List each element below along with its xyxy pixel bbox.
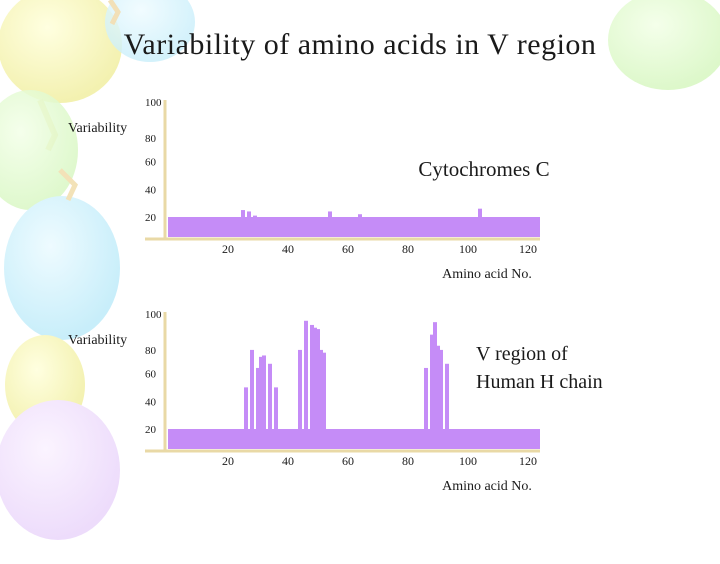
y-tick-label-40: 40 (145, 184, 157, 196)
bar-64 (358, 214, 362, 218)
x-axis-title: Amino acid No. (442, 479, 532, 494)
bar-104 (478, 208, 482, 218)
baseline-band (168, 429, 540, 449)
bar-48 (310, 324, 314, 430)
x-tick-label-40: 40 (282, 242, 294, 256)
chart-v-region-h-chain: 20 40 60 80 100 Variability 20 40 60 80 100 120 Amin… (68, 309, 603, 494)
bar-86 (424, 367, 428, 430)
y-tick-label-20: 20 (145, 424, 157, 436)
bar-26 (244, 387, 248, 430)
bar-31 (259, 356, 263, 430)
x-tick-label-60: 60 (342, 454, 354, 468)
chart-cytochromes-c: 20 40 60 80 100 Variability 20 40 60 80 100 120 Amin… (68, 97, 550, 282)
y-tick-label-80: 80 (145, 345, 157, 357)
bar-52 (322, 352, 326, 430)
y-tick-label-60: 60 (145, 369, 157, 381)
x-tick-label-120: 120 (519, 242, 537, 256)
x-tick-label-100: 100 (459, 454, 477, 468)
bar-29 (253, 215, 257, 218)
bar-90 (436, 345, 440, 430)
balloon-purple-bottom (0, 400, 120, 540)
bar-32 (262, 355, 266, 430)
balloon-background (0, 0, 720, 540)
baseline-band (168, 217, 540, 237)
x-tick-label-20: 20 (222, 454, 234, 468)
bar-93 (445, 363, 449, 430)
y-tick-label-100: 100 (145, 309, 162, 321)
bar-89 (433, 322, 437, 430)
y-tick-label-20: 20 (145, 212, 157, 224)
chart-title-line-2: Human H chain (476, 371, 603, 393)
bar-27 (247, 211, 251, 218)
bar-36 (274, 387, 278, 430)
bar-44 (298, 349, 302, 430)
y-axis-title: Variability (68, 121, 127, 136)
balloon-green-left (0, 90, 78, 210)
y-tick-label-40: 40 (145, 396, 157, 408)
y-tick-label-80: 80 (145, 133, 157, 145)
bar-50 (316, 329, 320, 430)
y-tick-label-60: 60 (145, 157, 157, 169)
bar-91 (439, 349, 443, 430)
x-tick-label-20: 20 (222, 242, 234, 256)
balloon-green-right (608, 0, 720, 90)
balloon-blue-mid (4, 168, 120, 340)
balloon-yellow-top (0, 0, 195, 152)
chart-title-line-1: V region of (476, 343, 568, 365)
bar-88 (430, 334, 434, 430)
bar-54 (328, 211, 332, 218)
y-axis-title: Variability (68, 333, 127, 348)
slide-title: Variability of amino acids in V region (123, 28, 597, 61)
bar-49 (313, 327, 317, 430)
bar-46 (304, 320, 308, 430)
x-tick-label-80: 80 (402, 242, 414, 256)
bar-30 (256, 367, 260, 430)
x-tick-label-40: 40 (282, 454, 294, 468)
bar-28 (250, 349, 254, 430)
x-tick-label-60: 60 (342, 242, 354, 256)
x-tick-label-120: 120 (519, 454, 537, 468)
x-axis-title: Amino acid No. (442, 267, 532, 282)
bar-51 (319, 349, 323, 430)
chart-title: Cytochromes C (418, 157, 549, 181)
bar-25 (241, 210, 245, 218)
x-tick-label-80: 80 (402, 454, 414, 468)
x-tick-label-100: 100 (459, 242, 477, 256)
bar-34 (268, 363, 272, 430)
y-tick-label-100: 100 (145, 97, 162, 109)
